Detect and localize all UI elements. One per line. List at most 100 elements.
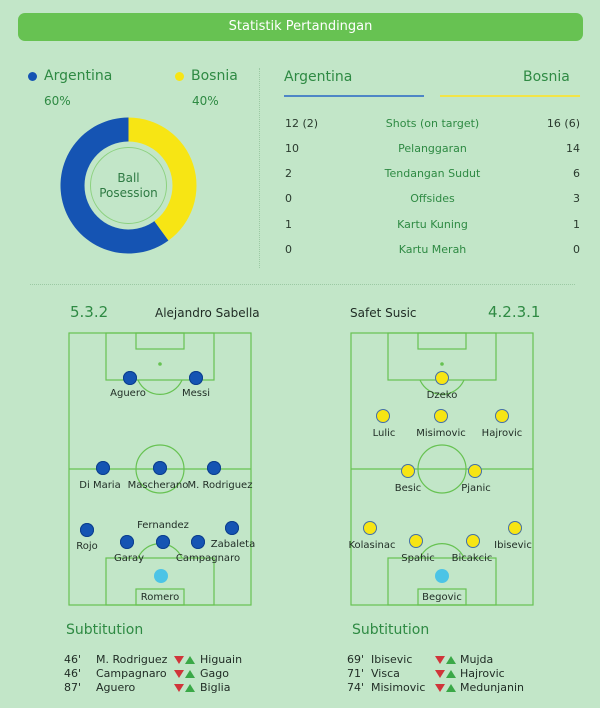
player-name: Hajrovic bbox=[481, 428, 523, 439]
player-name: Mascherano bbox=[127, 480, 189, 491]
stat-row-offsides: 0 Offsides 3 bbox=[285, 192, 580, 208]
player-name: Garay bbox=[113, 553, 145, 564]
player-marker-hajrovic[interactable] bbox=[495, 409, 509, 423]
sub-player-in: Gago bbox=[200, 667, 229, 680]
sub-player-out: Aguero bbox=[96, 681, 136, 694]
player-marker-bicakcic[interactable] bbox=[466, 534, 480, 548]
player-name: Campagnaro bbox=[175, 553, 241, 564]
player-marker-garay[interactable] bbox=[120, 535, 134, 549]
player-name: Besic bbox=[394, 483, 422, 494]
sub-player-out: Misimovic bbox=[371, 681, 426, 694]
player-name: Spahic bbox=[401, 553, 435, 564]
sub-row: 74' Misimovic Medunjanin bbox=[347, 681, 587, 695]
sub-player-out: M. Rodriguez bbox=[96, 653, 168, 666]
pitch-markings bbox=[350, 332, 534, 606]
player-name: M. Rodriguez bbox=[187, 480, 253, 491]
stat-away-value: 16 (6) bbox=[546, 117, 580, 130]
player-marker-pjanic[interactable] bbox=[468, 464, 482, 478]
sub-player-out: Visca bbox=[371, 667, 400, 680]
player-marker-kolasinac[interactable] bbox=[363, 521, 377, 535]
horizontal-divider bbox=[30, 284, 575, 285]
player-marker-di-maria[interactable] bbox=[96, 461, 110, 475]
player-marker-besic[interactable] bbox=[401, 464, 415, 478]
sub-minute: 74' bbox=[347, 681, 365, 694]
player-name: Zabaleta bbox=[210, 539, 256, 550]
sub-minute: 46' bbox=[64, 667, 82, 680]
argentina-coach: Alejandro Sabella bbox=[155, 306, 260, 320]
stat-row-shots: 12 (2) Shots (on target) 16 (6) bbox=[285, 117, 580, 133]
player-marker-aguero[interactable] bbox=[123, 371, 137, 385]
stats-home-team: Argentina bbox=[284, 69, 353, 85]
argentina-substitution-title: Subtitution bbox=[66, 622, 144, 638]
sub-in-arrow-icon bbox=[446, 684, 456, 692]
bosnia-pitch bbox=[350, 332, 534, 606]
bosnia-coach: Safet Susic bbox=[350, 306, 417, 320]
player-name: Misimovic bbox=[416, 428, 466, 439]
sub-player-in: Biglia bbox=[200, 681, 231, 694]
player-marker-misimovic[interactable] bbox=[434, 409, 448, 423]
sub-player-in: Higuain bbox=[200, 653, 243, 666]
player-marker-lulic[interactable] bbox=[376, 409, 390, 423]
sub-in-arrow-icon bbox=[185, 656, 195, 664]
player-marker-campagnaro[interactable] bbox=[191, 535, 205, 549]
player-marker-messi[interactable] bbox=[189, 371, 203, 385]
sub-minute: 46' bbox=[64, 653, 82, 666]
stat-label: Kartu Merah bbox=[398, 243, 467, 256]
player-name: Begovic bbox=[422, 592, 462, 603]
player-marker-romero[interactable] bbox=[154, 569, 168, 583]
sub-out-arrow-icon bbox=[174, 684, 184, 692]
legend-argentina: Argentina bbox=[28, 68, 112, 84]
stat-label: Shots (on target) bbox=[385, 117, 480, 130]
sub-out-arrow-icon bbox=[435, 656, 445, 664]
sub-in-arrow-icon bbox=[185, 684, 195, 692]
stats-home-underline bbox=[284, 95, 424, 97]
player-marker-m-rodriguez[interactable] bbox=[207, 461, 221, 475]
player-name: Lulic bbox=[372, 428, 396, 439]
stat-away-value: 14 bbox=[566, 142, 580, 155]
player-marker-zabaleta[interactable] bbox=[225, 521, 239, 535]
possession-donut-chart: Ball Posession bbox=[60, 117, 197, 254]
stat-home-value: 1 bbox=[285, 218, 292, 231]
donut-inner-ring bbox=[90, 147, 167, 224]
sub-in-arrow-icon bbox=[185, 670, 195, 678]
donut-hole bbox=[84, 141, 173, 230]
stat-home-value: 0 bbox=[285, 243, 292, 256]
player-name: Bicakcic bbox=[451, 553, 493, 564]
stat-label: Kartu Kuning bbox=[397, 218, 468, 231]
sub-minute: 87' bbox=[64, 681, 82, 694]
player-marker-begovic[interactable] bbox=[435, 569, 449, 583]
player-marker-ibisevic[interactable] bbox=[508, 521, 522, 535]
sub-in-arrow-icon bbox=[446, 656, 456, 664]
sub-player-out: Ibisevic bbox=[371, 653, 413, 666]
sub-minute: 71' bbox=[347, 667, 365, 680]
sub-row: 46' M. Rodriguez Higuain bbox=[64, 653, 294, 667]
stat-row-corners: 2 Tendangan Sudut 6 bbox=[285, 167, 580, 183]
player-marker-dzeko[interactable] bbox=[435, 371, 449, 385]
sub-player-in: Mujda bbox=[460, 653, 494, 666]
sub-player-out: Campagnaro bbox=[96, 667, 167, 680]
sub-row: 69' Ibisevic Mujda bbox=[347, 653, 587, 667]
player-marker-mascherano[interactable] bbox=[153, 461, 167, 475]
sub-out-arrow-icon bbox=[435, 670, 445, 678]
player-marker-fernandez[interactable] bbox=[156, 535, 170, 549]
player-marker-rojo[interactable] bbox=[80, 523, 94, 537]
stat-row-fouls: 10 Pelanggaran 14 bbox=[285, 142, 580, 158]
sub-in-arrow-icon bbox=[446, 670, 456, 678]
stat-home-value: 10 bbox=[285, 142, 299, 155]
stat-row-yellow-cards: 1 Kartu Kuning 1 bbox=[285, 218, 580, 234]
stat-row-red-cards: 0 Kartu Merah 0 bbox=[285, 243, 580, 259]
player-name: Romero bbox=[140, 592, 180, 603]
stat-home-value: 0 bbox=[285, 192, 292, 205]
stats-away-underline bbox=[440, 95, 580, 97]
player-name: Rojo bbox=[76, 541, 98, 552]
player-name: Pjanic bbox=[461, 483, 491, 494]
player-marker-spahic[interactable] bbox=[409, 534, 423, 548]
stat-label: Offsides bbox=[410, 192, 455, 205]
sub-out-arrow-icon bbox=[435, 684, 445, 692]
player-name: Dzeko bbox=[426, 390, 458, 401]
bosnia-possession-percent: 40% bbox=[192, 94, 219, 108]
sub-row: 71' Visca Hajrovic bbox=[347, 667, 587, 681]
argentina-possession-percent: 60% bbox=[44, 94, 71, 108]
bosnia-color-dot bbox=[175, 71, 184, 81]
legend-bosnia: Bosnia bbox=[175, 68, 238, 84]
